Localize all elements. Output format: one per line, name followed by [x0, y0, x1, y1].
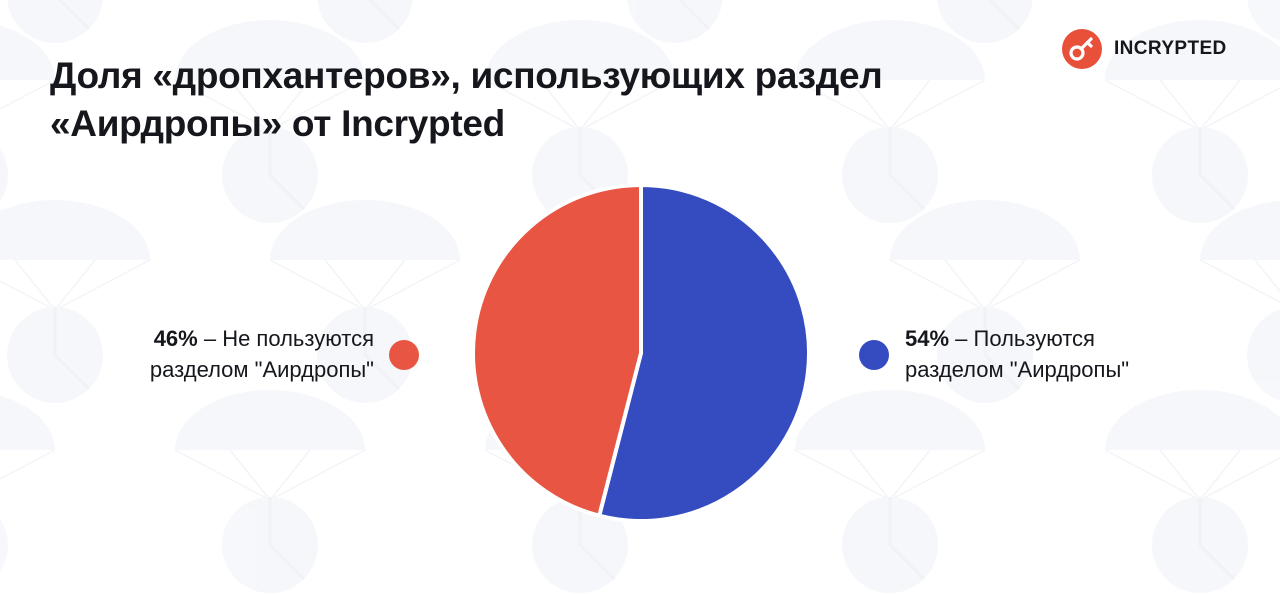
legend-not-using-percent: 46% — [153, 326, 198, 351]
parachute-decoration — [174, 390, 366, 593]
parachute-decoration — [889, 200, 1081, 403]
parachute-decoration — [794, 20, 986, 223]
parachute-decoration — [174, 20, 366, 223]
legend-using-percent: 54% — [905, 326, 950, 351]
parachute-decoration — [627, 0, 723, 43]
key-icon — [1062, 29, 1102, 69]
legend-using-label-2: разделом "Аирдропы" — [905, 357, 1130, 382]
parachute-decoration — [1104, 390, 1280, 593]
page-title: Доля «дропхантеров», использующих раздел… — [50, 52, 883, 148]
parachute-decoration — [1199, 200, 1280, 401]
parachute-decoration — [0, 395, 56, 572]
legend-using-label-1: – Пользуются — [949, 326, 1095, 351]
pie-slice-0 — [597, 183, 811, 523]
legend-not-using-swatch — [389, 340, 419, 370]
pie-slice-1 — [471, 183, 643, 518]
title-line-2: «Аирдропы» от Incrypted — [50, 103, 505, 144]
legend-not-using-label-1: – Не пользуются — [197, 326, 374, 351]
parachute-decoration — [937, 0, 1033, 43]
parachute-decoration — [0, 200, 151, 403]
parachute-decoration — [269, 200, 461, 403]
parachute-decoration — [0, 25, 56, 202]
legend-not-using-label-2: разделом "Аирдропы" — [149, 357, 374, 382]
legend-using-swatch — [859, 340, 889, 370]
parachute-decoration — [7, 0, 103, 43]
pie-chart — [471, 183, 811, 523]
legend-using: 54% – Пользуются разделом "Аирдропы" — [905, 323, 1129, 385]
legend-not-using: 46% – Не пользуются разделом "Аирдропы" — [150, 323, 374, 385]
brand-name: INCRYPTED — [1114, 38, 1227, 59]
title-line-1: Доля «дропхантеров», использующих раздел — [50, 55, 883, 96]
parachute-decoration — [317, 0, 413, 43]
parachute-decoration — [794, 390, 986, 593]
parachute-decoration — [1104, 20, 1280, 223]
incrypted-logo: INCRYPTED — [1062, 29, 1227, 69]
parachute-decoration — [1247, 0, 1280, 41]
